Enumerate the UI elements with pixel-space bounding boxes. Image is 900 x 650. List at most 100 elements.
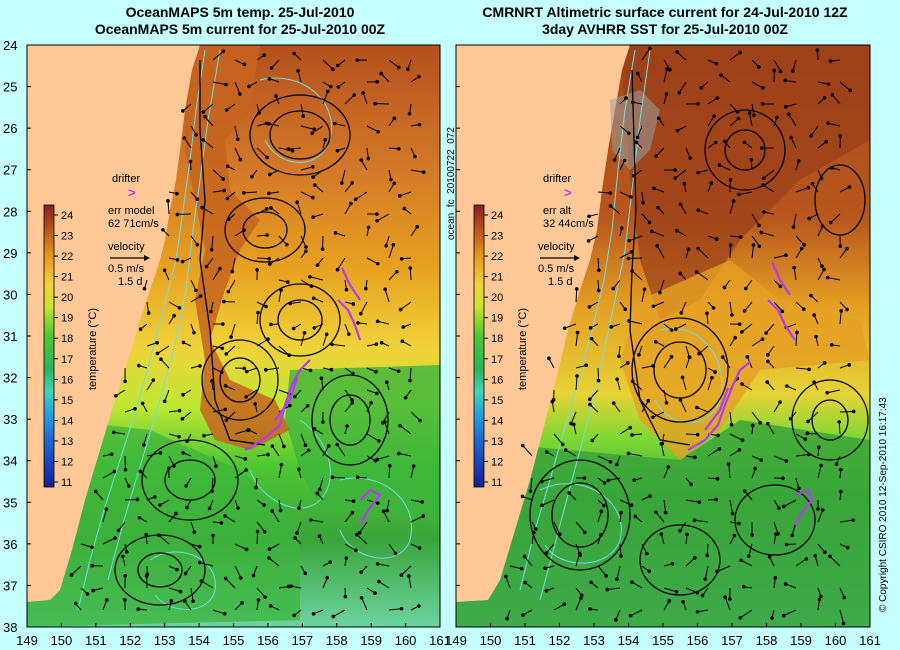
velocity-arrow [827,389,841,394]
velocity-arrow-head [778,400,782,405]
left-velocity-time: 1.5 d [118,276,142,288]
velocity-arrow-head [839,467,843,472]
velocity-arrow-head [781,613,786,618]
longitude-tick-label: 155 [223,633,245,648]
velocity-arrow [410,466,415,479]
longitude-tick-label: 159 [790,633,812,648]
velocity-arrow-head [123,379,127,384]
velocity-arrow-head [182,136,187,140]
velocity-arrow [839,310,842,325]
velocity-arrow [234,469,247,479]
velocity-arrow-head [181,392,185,397]
longitude-tick-label: 155 [652,633,674,648]
velocity-arrow-head [569,421,573,426]
velocity-arrow [268,557,280,567]
velocity-arrow [828,122,841,127]
velocity-arrow-head [351,499,356,503]
velocity-arrow-head [146,311,151,315]
velocity-arrow-head [629,503,634,508]
velocity-arrow-head [630,379,635,384]
velocity-arrow-head [696,208,701,213]
velocity-arrow-head [669,328,674,332]
velocity-arrow-head [192,530,197,534]
velocity-arrow-head [587,305,592,309]
velocity-arrow [212,609,225,615]
velocity-arrow-head [674,589,679,594]
velocity-arrow [589,404,599,413]
left-eddy [219,357,261,403]
longitude-tick-label: 151 [85,633,107,648]
velocity-arrow [630,609,643,617]
velocity-arrow-head [310,131,315,135]
velocity-arrow-head [312,427,317,431]
velocity-arrow-head [287,353,291,358]
velocity-arrow-head [350,510,355,515]
velocity-arrow-head [622,158,627,163]
latitude-axis: 24 25 26 27 28 29 30 31 32 33 34 35 36 37 38 [3,38,460,635]
velocity-arrow-head [264,207,269,211]
velocity-arrow-head [590,438,595,443]
velocity-arrow [729,103,738,113]
velocity-arrow [366,257,378,265]
velocity-arrow [168,513,177,523]
velocity-arrow-head [659,532,664,536]
velocity-arrow [296,521,302,534]
velocity-arrow-head [384,244,389,248]
velocity-arrow-head [737,521,741,526]
velocity-arrow-head [659,442,664,446]
velocity-arrow-head [223,407,227,412]
velocity-arrow-head [104,507,109,511]
velocity-arrow [839,519,854,523]
velocity-arrow [184,137,192,149]
velocity-arrow-head [222,299,226,304]
velocity-arrow [575,332,579,347]
velocity-arrow-head [654,510,658,514]
velocity-arrow-head [574,287,579,291]
velocity-arrow-head [666,465,671,469]
velocity-arrow [751,103,755,116]
velocity-arrow-head [728,597,732,601]
velocity-arrow-head [224,418,229,423]
velocity-arrow-head [411,464,416,468]
velocity-arrow-head [329,367,334,372]
velocity-arrow-head [191,599,195,603]
velocity-arrow-head [375,261,380,266]
velocity-arrow-head [780,309,785,314]
left-velocity-scale-arrowhead [144,255,150,261]
velocity-arrow [225,578,236,589]
velocity-arrow [256,521,266,533]
velocity-arrow-head [820,508,825,512]
velocity-arrow-head [375,319,380,324]
velocity-arrow-head [359,570,364,574]
velocity-arrow-head [407,574,411,578]
velocity-arrow [322,577,328,589]
velocity-arrow-head [138,327,143,331]
velocity-arrow [653,301,665,307]
velocity-arrow-head [366,225,371,230]
velocity-arrow-head [202,433,206,438]
velocity-arrow-head [562,326,567,330]
colorbar-tick-label: 18 [61,333,73,345]
velocity-arrow-head [375,212,379,216]
velocity-arrow [685,433,698,436]
velocity-arrow-head [312,326,317,330]
velocity-arrow [773,254,787,259]
velocity-arrow [839,81,851,91]
velocity-arrow-head [181,340,186,345]
velocity-arrow-head [141,443,146,447]
velocity-arrow-head [194,132,198,137]
velocity-arrow-head [375,80,379,84]
velocity-arrow-head [369,400,373,405]
velocity-arrow-head [286,147,291,151]
velocity-arrow-head [543,566,547,571]
velocity-arrow [751,235,760,247]
velocity-arrow [168,587,181,593]
left-eddy [259,283,341,357]
velocity-arrow [167,200,170,215]
velocity-arrow [675,323,687,330]
velocity-arrow [839,248,848,259]
velocity-arrow-head [730,511,735,516]
velocity-arrow-head [658,290,662,295]
velocity-arrow-head [293,394,297,399]
velocity-arrow-head [330,342,334,347]
